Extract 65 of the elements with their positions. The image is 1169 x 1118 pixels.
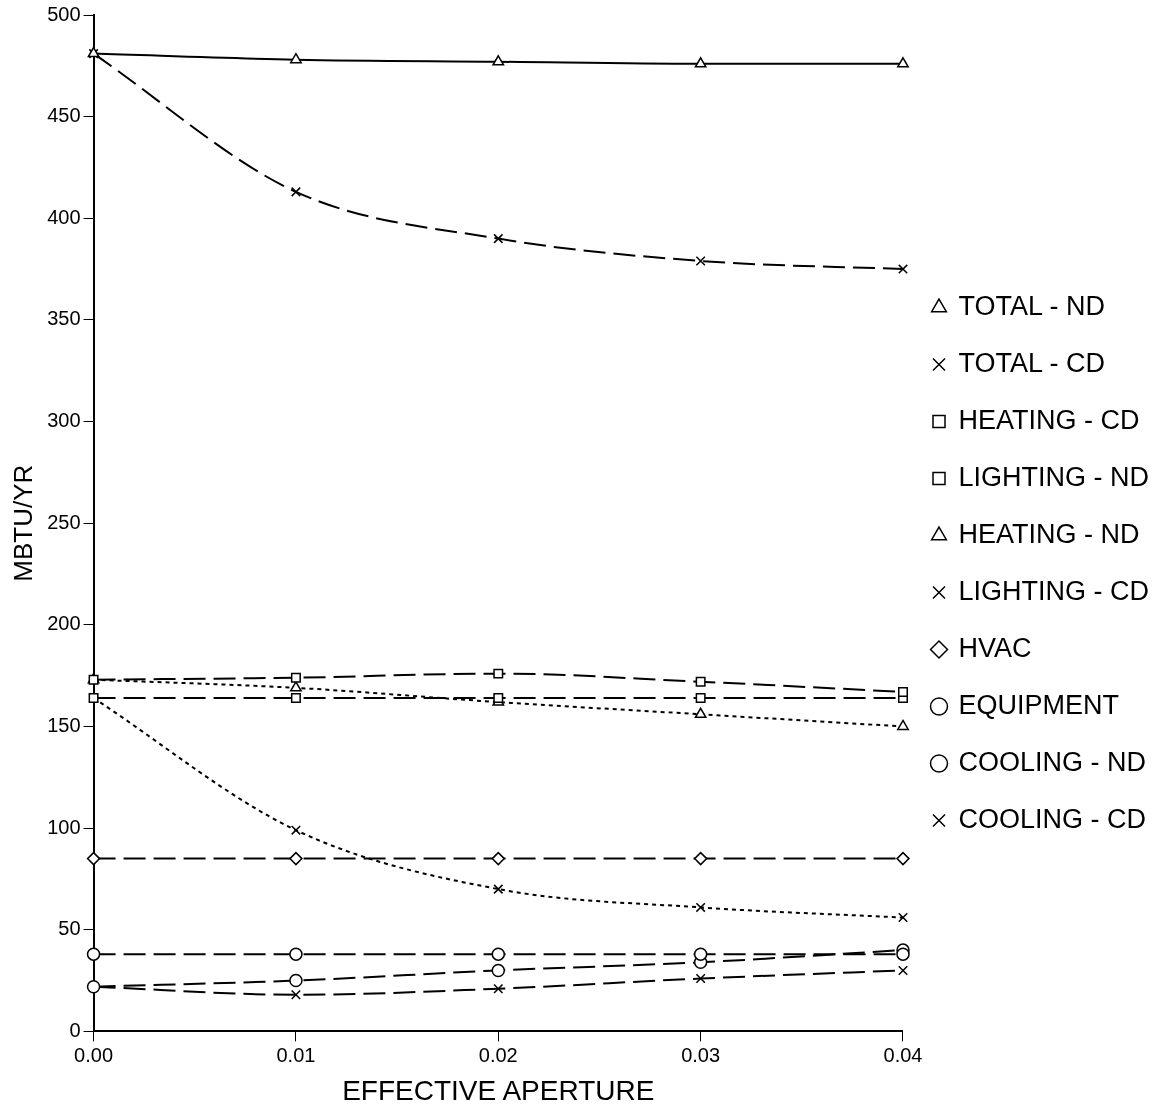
point xyxy=(694,57,707,68)
point xyxy=(493,983,504,994)
point xyxy=(693,851,708,866)
x-tick-label: 0.00 xyxy=(74,1043,114,1066)
y-tick-label: 0 xyxy=(69,1018,81,1041)
point xyxy=(290,672,301,683)
point xyxy=(492,55,505,66)
point xyxy=(493,884,504,895)
point xyxy=(896,947,910,961)
point xyxy=(290,693,301,704)
point xyxy=(289,947,303,961)
point xyxy=(86,851,101,866)
point xyxy=(491,963,506,978)
point xyxy=(695,693,706,704)
y-tick-label: 250 xyxy=(47,510,81,533)
y-tick-label: 450 xyxy=(47,104,81,127)
point xyxy=(290,825,301,836)
y-tick-label: 150 xyxy=(47,714,81,736)
point xyxy=(289,973,303,988)
legend-label: HEATING - CD xyxy=(958,404,1140,435)
legend-label: EQUIPMENT xyxy=(958,689,1120,720)
x-axis-title: EFFECTIVE APERTURE xyxy=(342,1074,655,1106)
point xyxy=(491,851,506,866)
point xyxy=(491,947,506,961)
point xyxy=(896,851,910,866)
point xyxy=(289,851,303,866)
y-tick-label: 50 xyxy=(58,917,81,940)
x-tick-label: 0.02 xyxy=(478,1043,518,1066)
x-tick-label: 0.04 xyxy=(883,1043,923,1066)
point xyxy=(898,912,908,923)
y-tick-label: 200 xyxy=(47,612,81,635)
y-tick-label: 400 xyxy=(47,205,81,228)
x-tick-label: 0.01 xyxy=(276,1043,316,1066)
point xyxy=(290,989,301,1000)
legend-label: COOLING - CD xyxy=(958,803,1147,834)
point xyxy=(695,902,706,913)
y-tick-label: 100 xyxy=(47,815,81,838)
legend-label: TOTAL - CD xyxy=(958,347,1106,378)
legend-label: HVAC xyxy=(958,632,1032,663)
point xyxy=(898,965,908,976)
point xyxy=(695,255,706,266)
point xyxy=(493,233,504,244)
point xyxy=(898,686,908,697)
x-tick-label: 0.03 xyxy=(681,1043,721,1066)
y-tick-label: 350 xyxy=(47,307,81,330)
point xyxy=(694,707,707,719)
point xyxy=(693,947,708,961)
point xyxy=(695,676,706,687)
point xyxy=(898,264,908,275)
point xyxy=(897,57,909,68)
point xyxy=(86,947,101,961)
point xyxy=(493,668,504,679)
y-tick-label: 300 xyxy=(47,409,81,432)
point xyxy=(289,681,302,692)
point xyxy=(289,52,302,64)
legend-label: LIGHTING - CD xyxy=(958,575,1150,606)
y-axis-title: MBTU/YR xyxy=(7,464,38,582)
point xyxy=(290,186,301,197)
y-tick-label: 500 xyxy=(47,2,81,25)
legend-label: COOLING - ND xyxy=(958,746,1147,777)
legend-label: TOTAL - ND xyxy=(958,290,1106,321)
legend-label: HEATING - ND xyxy=(958,518,1140,549)
point xyxy=(897,719,909,731)
point xyxy=(695,973,706,984)
legend-label: LIGHTING - ND xyxy=(958,461,1150,492)
